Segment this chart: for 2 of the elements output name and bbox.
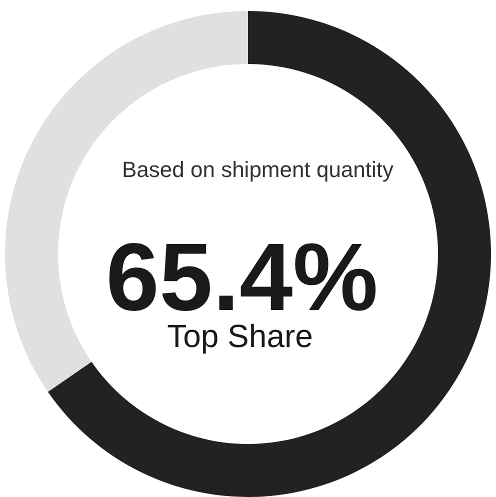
text: Based on shipment quantity bbox=[122, 157, 394, 182]
donut-slice bbox=[48, 11, 491, 497]
